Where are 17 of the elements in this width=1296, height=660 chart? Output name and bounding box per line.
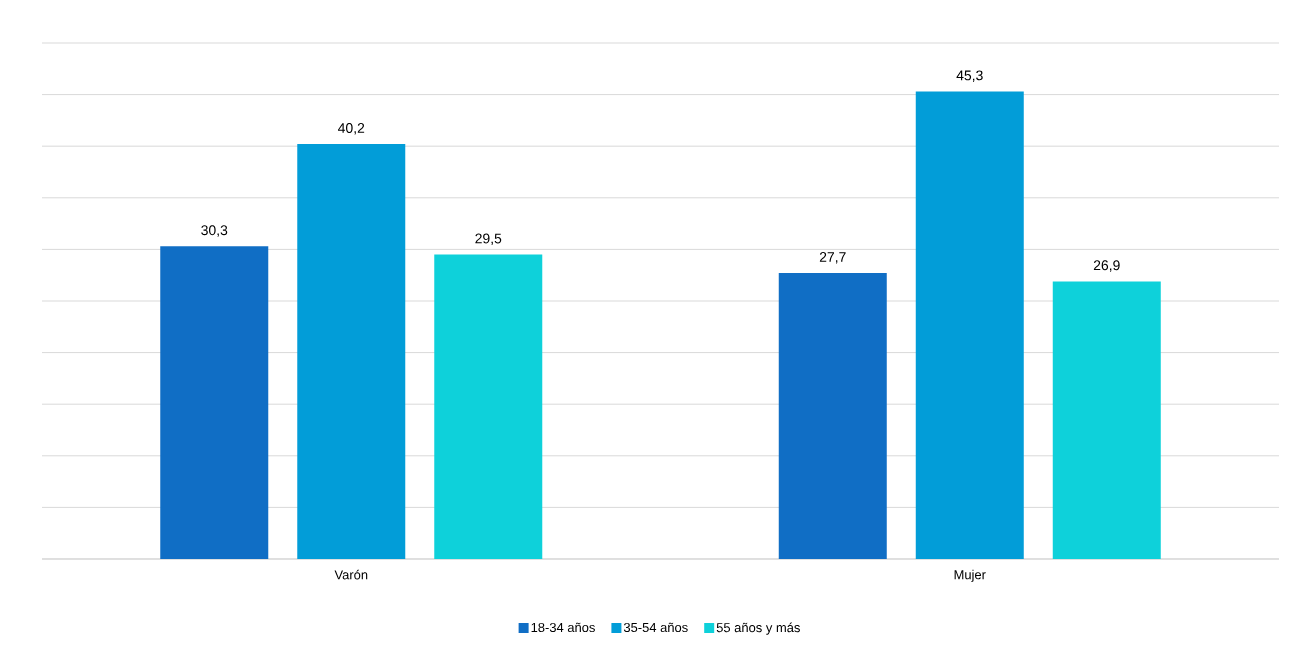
data-label: 40,2: [338, 123, 365, 135]
legend-label: 18-34 años: [531, 622, 595, 633]
legend-label: 35-54 años: [623, 622, 688, 633]
data-label: 45,3: [956, 70, 983, 82]
data-label: 27,7: [819, 252, 846, 264]
data-label: 29,5: [475, 233, 502, 246]
bar: [434, 254, 543, 559]
legend-label: 55 años y más: [716, 622, 800, 635]
x-tick-label: Varón: [334, 569, 368, 580]
bar: [778, 273, 887, 559]
bar: [915, 91, 1024, 559]
x-tick-label: Mujer: [954, 569, 986, 582]
bar: [1052, 281, 1161, 559]
data-label: 26,9: [1093, 260, 1120, 272]
bar: [160, 246, 269, 559]
bar: [297, 144, 406, 559]
data-label: 30,3: [201, 225, 228, 237]
